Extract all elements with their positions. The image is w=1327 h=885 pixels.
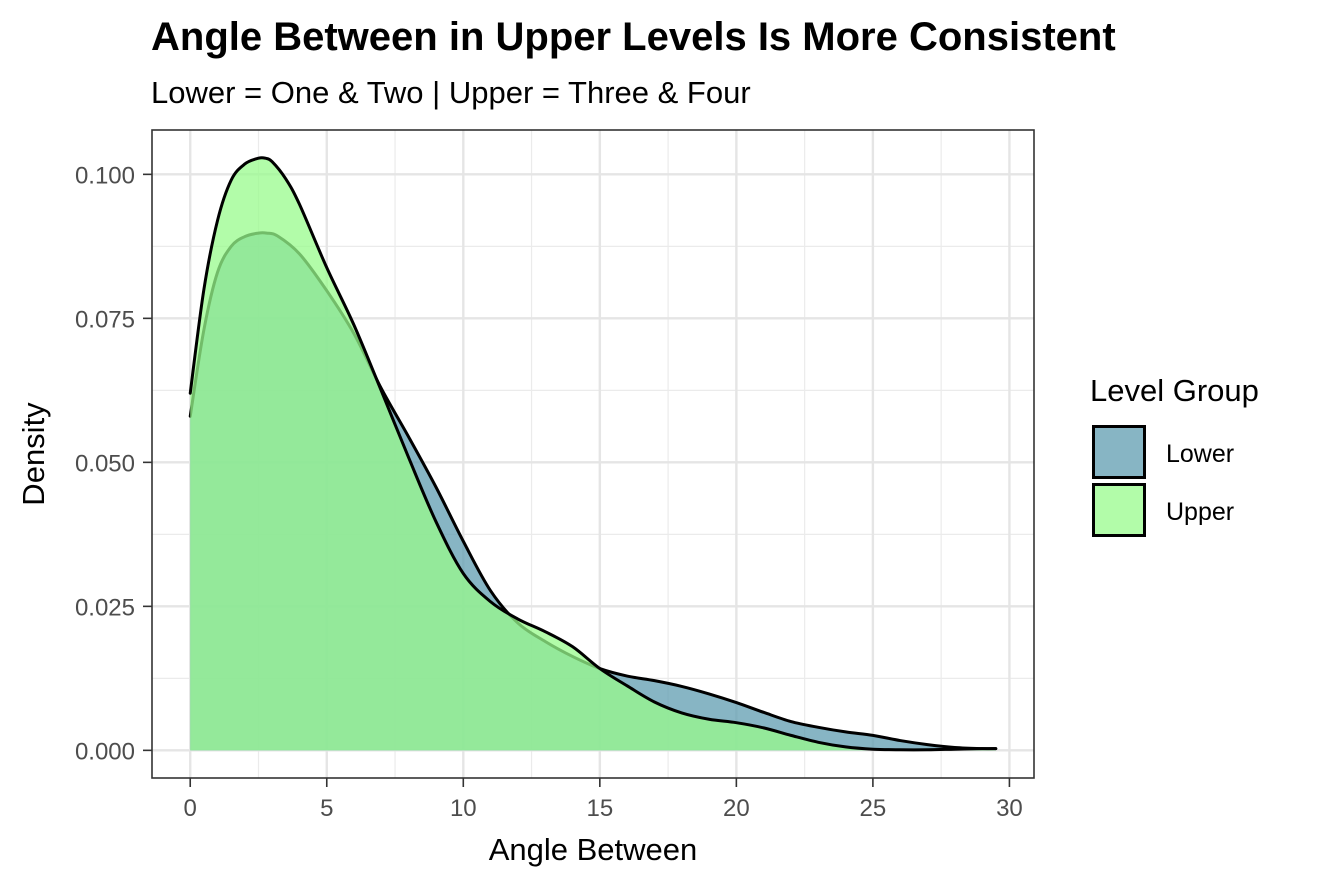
x-tick-label: 25 [860,795,887,822]
density-line-upper [188,156,998,752]
y-tick-label: 0.025 [75,594,135,621]
legend-label-upper: Upper [1166,498,1234,526]
y-tick-label: 0.075 [75,306,135,333]
x-axis: 0 5 10 15 20 25 30 [184,778,1023,822]
density-areas [188,156,998,752]
chart-title: Angle Between in Upper Levels Is More Co… [151,15,1116,59]
y-tick-label: 0.000 [75,738,135,765]
legend: Level Group Lower Upper [1090,373,1259,537]
y-tick-label: 0.100 [75,162,135,189]
y-axis-title: Density [16,402,51,506]
x-tick-label: 15 [586,795,613,822]
density-area-upper [190,157,996,751]
legend-title: Level Group [1090,373,1259,408]
x-tick-label: 30 [996,795,1023,822]
legend-label-lower: Lower [1166,440,1234,468]
x-tick-label: 20 [723,795,750,822]
x-tick-label: 5 [320,795,333,822]
x-axis-title: Angle Between [489,832,698,867]
chart-subtitle: Lower = One & Two | Upper = Three & Four [151,75,751,110]
plot-panel-border [151,129,1035,779]
y-axis: 0.000 0.025 0.050 0.075 0.100 [75,162,152,765]
legend-key-upper [1092,483,1146,537]
x-tick-label: 10 [450,795,477,822]
x-tick-label: 0 [184,795,197,822]
y-tick-label: 0.050 [75,450,135,477]
legend-key-lower [1092,425,1146,479]
